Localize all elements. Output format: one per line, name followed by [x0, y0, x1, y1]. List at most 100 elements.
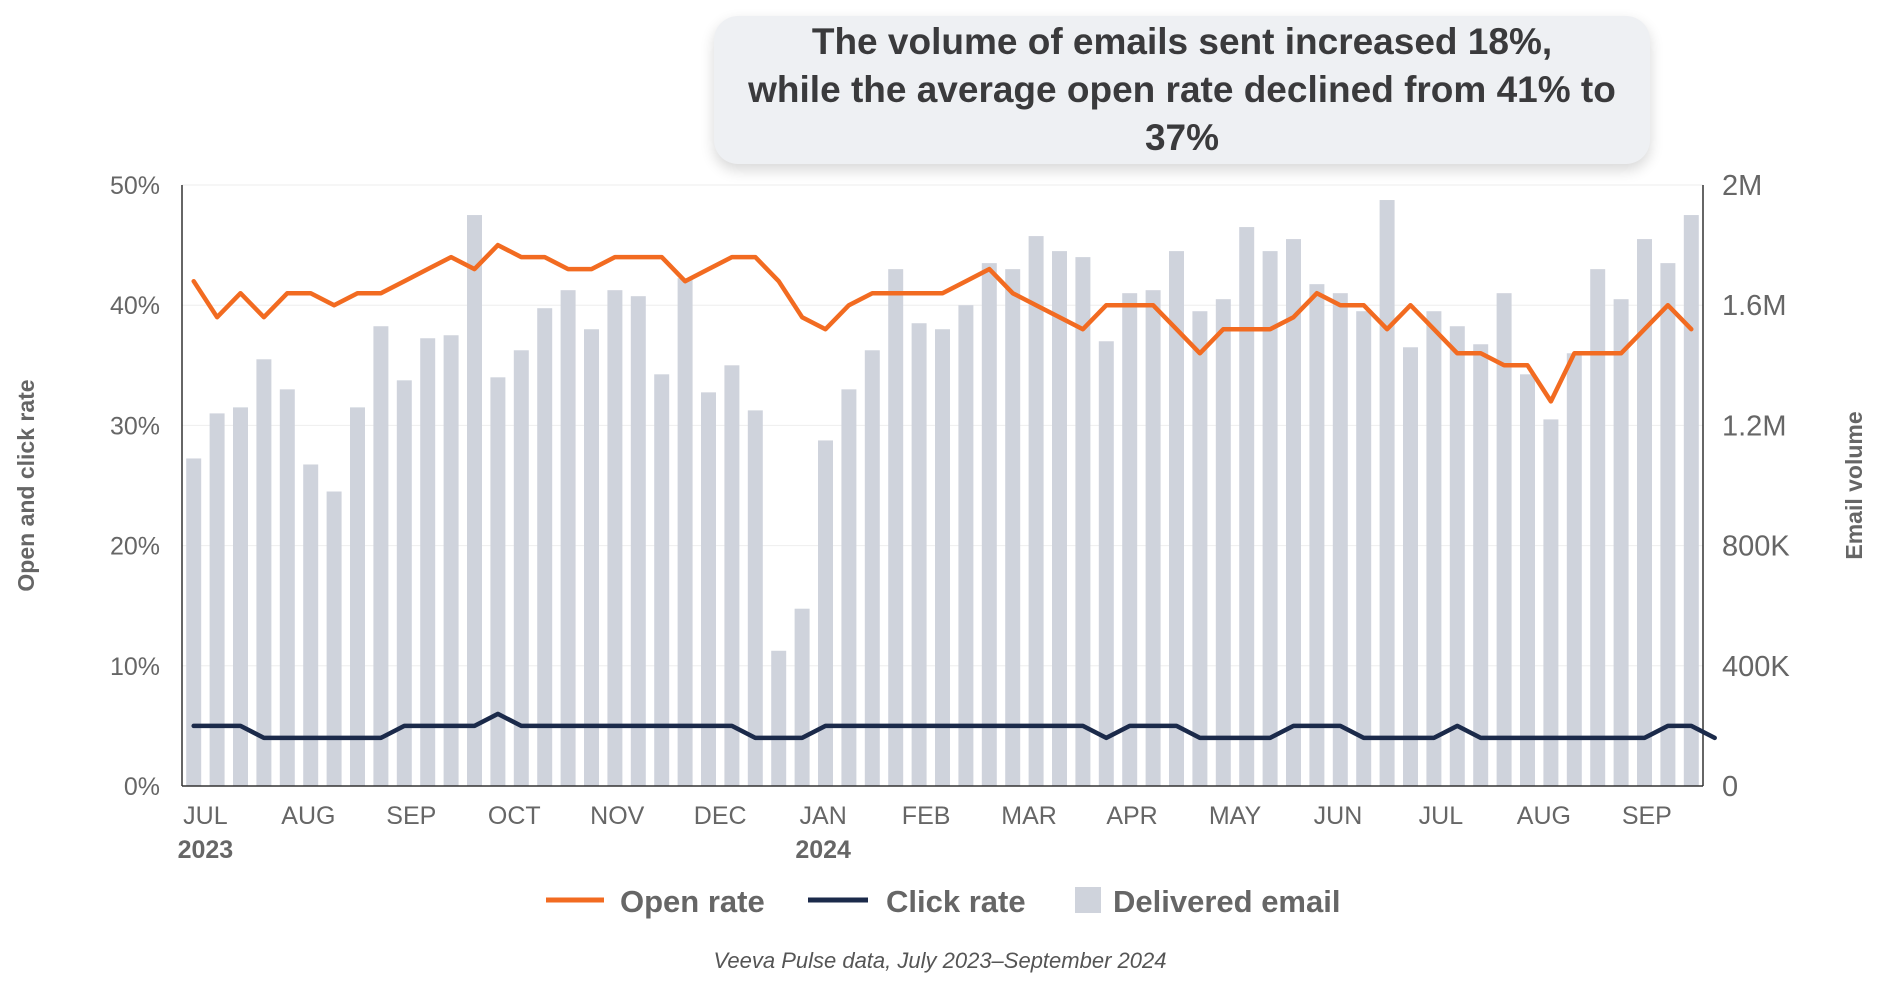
- bar-delivered-email: [1192, 311, 1208, 786]
- bar-delivered-email: [1613, 299, 1629, 786]
- bar-delivered-email: [1426, 311, 1442, 786]
- y-tick-left: 40%: [110, 292, 160, 320]
- x-tick-label: SEP: [386, 802, 436, 830]
- bar-delivered-email: [1683, 215, 1699, 787]
- series-line-click-rate: [191, 711, 1717, 741]
- x-tick-year: 2023: [178, 836, 234, 864]
- bar-delivered-email: [1356, 311, 1372, 786]
- bar-delivered-email: [420, 338, 436, 786]
- x-tick-label: SEP: [1622, 802, 1672, 830]
- bar-delivered-email: [1075, 257, 1091, 786]
- bar-delivered-email: [1637, 239, 1652, 787]
- bar-delivered-email: [1286, 239, 1301, 787]
- x-tick-label: OCT: [488, 802, 541, 830]
- y-tick-left: 0%: [124, 773, 160, 801]
- bar-delivered-email: [747, 410, 763, 786]
- bar-delivered-email: [350, 407, 365, 786]
- bar-delivered-email: [373, 326, 389, 786]
- y-tick-left: 10%: [110, 653, 160, 681]
- x-tick-label: JAN: [800, 802, 847, 830]
- y-axis-title-right: Email volume: [1841, 411, 1867, 559]
- bar-delivered-email: [981, 263, 997, 786]
- x-tick-label: APR: [1106, 802, 1157, 830]
- x-tick-label: NOV: [590, 802, 645, 830]
- bar-delivered-email: [1262, 251, 1278, 787]
- bar-delivered-email: [584, 329, 599, 786]
- source-caption: Veeva Pulse data, July 2023–September 20…: [713, 948, 1167, 973]
- legend-swatch-delivered-email: [1075, 887, 1101, 913]
- bar-delivered-email: [607, 290, 623, 786]
- bar-delivered-email: [1028, 236, 1044, 786]
- bar-delivered-email: [701, 392, 716, 786]
- bar-delivered-email: [279, 389, 295, 786]
- legend-label-click-rate: Click rate: [886, 884, 1026, 919]
- callout-line-1: The volume of emails sent increased 18%,: [811, 21, 1553, 62]
- legend-label-delivered-email: Delivered email: [1113, 884, 1340, 919]
- bar-delivered-email: [1543, 419, 1559, 786]
- chart-title-callout: The volume of emails sent increased 18%,…: [714, 16, 1650, 164]
- y-tick-right: 2M: [1722, 170, 1762, 202]
- bar-delivered-email: [1520, 374, 1535, 786]
- callout-line-2: while the average open rate declined fro…: [748, 69, 1616, 158]
- bar-delivered-email: [326, 491, 342, 786]
- series-line-open-rate: [191, 242, 1694, 404]
- bar-delivered-email: [1239, 227, 1255, 786]
- bar-delivered-email: [443, 335, 459, 786]
- x-tick-label: JUL: [1419, 802, 1464, 830]
- y-tick-left: 50%: [110, 172, 160, 200]
- bar-delivered-email: [1098, 341, 1114, 786]
- bar-delivered-email: [537, 308, 553, 786]
- bar-delivered-email: [209, 413, 225, 786]
- bar-delivered-email: [1309, 284, 1325, 786]
- bar-delivered-email: [1660, 263, 1676, 786]
- bar-delivered-email: [1473, 344, 1489, 786]
- y-tick-left: 30%: [110, 412, 160, 440]
- x-tick-label: MAY: [1209, 802, 1262, 830]
- bar-delivered-email: [490, 377, 506, 786]
- bar-delivered-email: [630, 296, 646, 786]
- bar-delivered-email: [724, 365, 740, 786]
- bar-delivered-email: [1496, 293, 1512, 786]
- bar-delivered-email: [1449, 326, 1465, 786]
- bar-delivered-email: [677, 278, 693, 786]
- bar-delivered-email: [186, 458, 202, 786]
- bar-delivered-email: [513, 350, 529, 786]
- y-tick-right: 400K: [1722, 651, 1790, 683]
- bar-delivered-email: [1332, 293, 1348, 786]
- bar-delivered-email: [818, 440, 833, 786]
- x-tick-label: DEC: [694, 802, 747, 830]
- bar-delivered-email: [560, 290, 576, 786]
- x-tick-label: MAR: [1001, 802, 1057, 830]
- bar-delivered-email: [958, 305, 974, 786]
- bar-delivered-email: [1052, 251, 1067, 787]
- bar-delivered-email: [888, 269, 904, 786]
- y-tick-right: 0: [1722, 771, 1738, 803]
- bar-delivered-email: [1005, 269, 1021, 786]
- bar-delivered-email: [396, 380, 412, 786]
- x-tick-label: AUG: [281, 802, 335, 830]
- bar-delivered-email: [467, 215, 482, 787]
- y-tick-left: 20%: [110, 533, 160, 561]
- bar-delivered-email: [935, 329, 950, 786]
- bar-delivered-email: [771, 650, 787, 786]
- y-tick-right: 1.2M: [1722, 410, 1786, 442]
- bar-delivered-email: [1403, 347, 1418, 786]
- x-tick-label: JUN: [1314, 802, 1363, 830]
- bar-delivered-email: [1145, 290, 1161, 786]
- bar-delivered-email: [864, 350, 880, 786]
- x-tick-label: FEB: [902, 802, 951, 830]
- bar-delivered-email: [303, 464, 319, 786]
- bar-delivered-email: [1122, 293, 1138, 786]
- legend-label-open-rate: Open rate: [620, 884, 765, 919]
- bar-delivered-email: [1566, 353, 1582, 786]
- x-tick-year: 2024: [795, 836, 851, 864]
- bar-delivered-email: [911, 323, 927, 786]
- bar-delivered-email: [794, 608, 810, 786]
- bar-delivered-email: [1590, 269, 1606, 786]
- bar-delivered-email: [256, 359, 272, 786]
- bar-delivered-email: [841, 389, 857, 786]
- bar-delivered-email: [654, 374, 670, 786]
- bar-delivered-email: [1215, 299, 1231, 786]
- bar-delivered-email: [1379, 200, 1395, 786]
